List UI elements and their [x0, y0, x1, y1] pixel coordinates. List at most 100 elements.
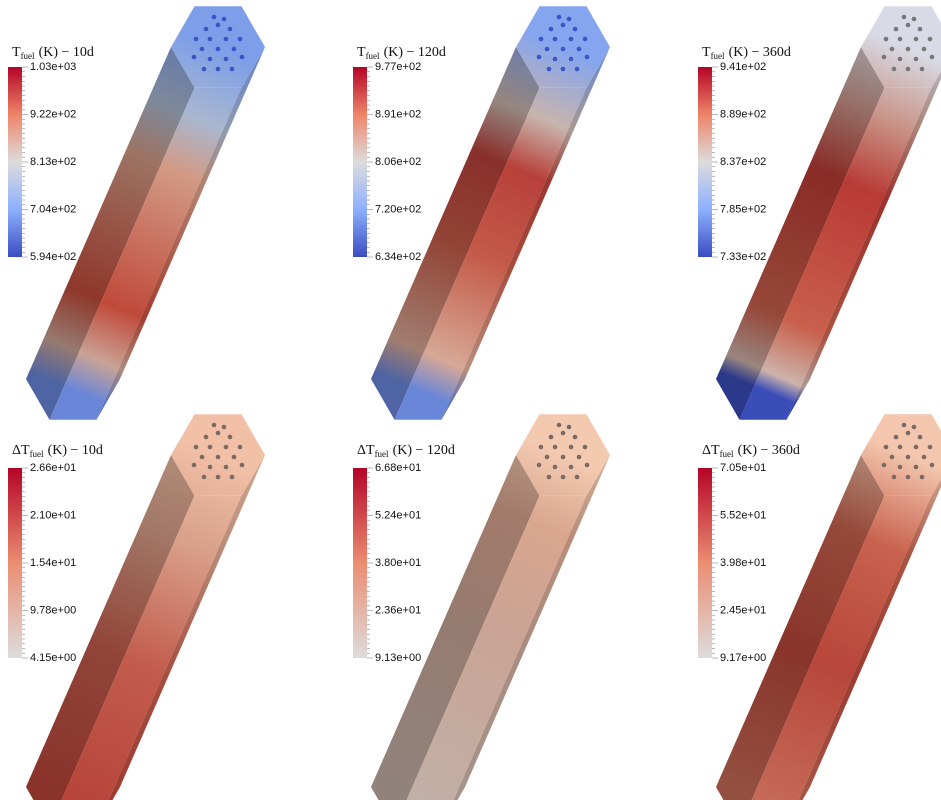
- fuel-pin: [215, 66, 221, 72]
- fuel-pin: [560, 46, 566, 52]
- colorbar-tick-label: 8.06e+02: [375, 156, 421, 168]
- fuel-pin: [883, 444, 889, 450]
- fuel-pin: [552, 36, 558, 42]
- symbol: T: [357, 45, 366, 60]
- fuel-pin: [229, 474, 235, 480]
- fuel-pin: [897, 444, 903, 450]
- fuel-pin: [897, 36, 903, 42]
- colorbar-tick-label: 8.13e+02: [30, 156, 76, 168]
- colorbar-title: Tfuel (K) − 360d: [702, 45, 791, 61]
- colorbar-tick-label: 6.34e+02: [375, 251, 421, 263]
- colorbar-tick-label: 1.03e+03: [30, 61, 76, 73]
- fuel-pin: [913, 464, 919, 470]
- prism-face: [441, 47, 610, 420]
- colorbar-tick-label: 9.41e+02: [720, 61, 766, 73]
- fuel-pin: [905, 474, 911, 480]
- colorbar-title: ΔTfuel (K) − 360d: [702, 443, 800, 459]
- colorbar-tick-label: 8.37e+02: [720, 156, 766, 168]
- colorbar-title: Tfuel (K) − 120d: [357, 45, 446, 61]
- face-shade: [108, 455, 265, 800]
- fuel-pin: [215, 430, 221, 436]
- fuel-pin: [572, 26, 578, 32]
- fuel-pin: [911, 424, 917, 430]
- fuel-pin: [568, 36, 574, 42]
- fuel-pin: [921, 46, 927, 52]
- colorbar-tick-label: 9.77e+02: [375, 61, 421, 73]
- fuel-pin: [548, 434, 554, 440]
- subscript: fuel: [711, 51, 725, 61]
- colorbar-tick-label: 7.04e+02: [30, 203, 76, 215]
- fuel-pin: [239, 462, 245, 468]
- fuel-pin: [897, 464, 903, 470]
- fuel-pin: [231, 454, 237, 460]
- prism-face: [786, 71, 941, 420]
- fuel-pin: [881, 462, 887, 468]
- fuel-pin: [552, 444, 558, 450]
- fuel-pin: [901, 14, 907, 20]
- fuel-pin: [548, 26, 554, 32]
- fuel-pin: [560, 66, 566, 72]
- suffix: (K) − 120d: [393, 443, 455, 458]
- prism-face: [394, 87, 587, 420]
- subscript: fuel: [30, 449, 44, 459]
- fuel-pin: [582, 36, 588, 42]
- prism-face: [739, 87, 932, 420]
- fuel-pin: [215, 22, 221, 28]
- face-shade: [716, 47, 885, 420]
- subscript: fuel: [375, 449, 389, 459]
- fuel-pin: [897, 56, 903, 62]
- fuel-pin: [207, 56, 213, 62]
- colorbar-tick-label: 8.91e+02: [375, 108, 421, 120]
- colorbar: [698, 67, 712, 257]
- fuel-pin: [905, 46, 911, 52]
- fuel-pin: [215, 454, 221, 460]
- fuel-pin: [566, 424, 572, 430]
- fuel-pin: [221, 16, 227, 22]
- colorbar: [8, 468, 22, 658]
- fuel-pin: [576, 454, 582, 460]
- colorbar-tick-label: 5.52e+01: [720, 509, 766, 521]
- colorbar-tick-label: 2.36e+01: [375, 604, 421, 616]
- fuel-pin: [568, 464, 574, 470]
- fuel-pin: [546, 66, 552, 72]
- fuel-pin: [568, 444, 574, 450]
- prism-face: [371, 455, 540, 800]
- fuel-pin: [191, 54, 197, 60]
- face-shade: [96, 47, 265, 420]
- colorbar-tick-label: 3.98e+01: [720, 557, 766, 569]
- fuel-pin: [191, 462, 197, 468]
- fuel-pin: [237, 444, 243, 450]
- fuel-pin: [199, 454, 205, 460]
- face-shade: [441, 47, 610, 420]
- colorbar-tick-label: 5.24e+01: [375, 509, 421, 521]
- fuel-pin: [574, 66, 580, 72]
- fuel-pin: [538, 444, 544, 450]
- fuel-pin: [227, 434, 233, 440]
- suffix: (K) − 10d: [48, 443, 103, 458]
- fuel-pin: [203, 434, 209, 440]
- colorbar-title: ΔTfuel (K) − 10d: [12, 443, 103, 459]
- prism-face: [716, 47, 885, 420]
- colorbar-tick-label: 2.66e+01: [30, 462, 76, 474]
- fuel-pin: [211, 14, 217, 20]
- fuel-pin: [584, 54, 590, 60]
- colorbar-tick-label: 7.20e+02: [375, 203, 421, 215]
- prism-face: [49, 87, 242, 420]
- suffix: (K) − 360d: [729, 45, 791, 60]
- symbol: T: [702, 45, 711, 60]
- fuel-pin: [201, 66, 207, 72]
- fuel-pin: [223, 36, 229, 42]
- fuel-pin: [891, 474, 897, 480]
- colorbar: [698, 468, 712, 658]
- fuel-pin: [552, 56, 558, 62]
- colorbar-title: ΔTfuel (K) − 120d: [357, 443, 455, 459]
- colorbar-tick-label: 7.85e+02: [720, 203, 766, 215]
- fuel-pin: [568, 56, 574, 62]
- prism-face: [716, 455, 885, 800]
- fuel-pin: [544, 46, 550, 52]
- fuel-pin: [538, 36, 544, 42]
- fuel-pin: [231, 46, 237, 52]
- prism-face: [406, 495, 587, 800]
- fuel-pin: [917, 434, 923, 440]
